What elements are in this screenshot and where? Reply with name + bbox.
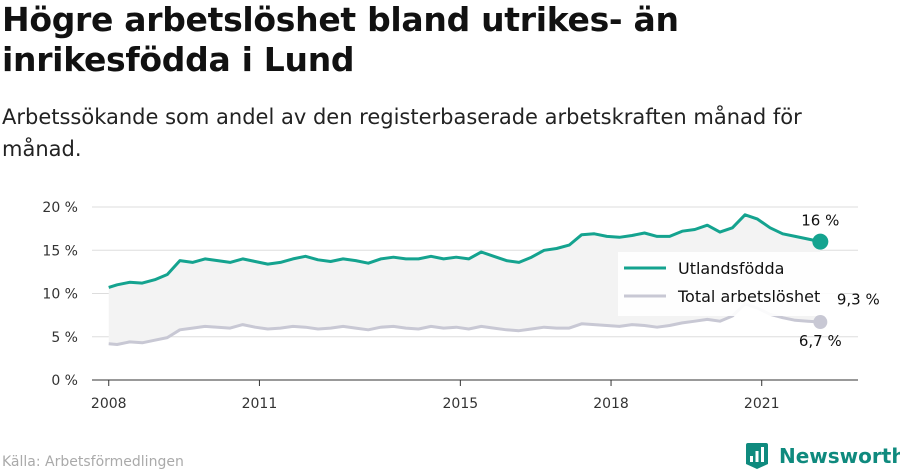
end-label-inrikesfodda: 9,3 % (837, 291, 880, 309)
y-tick-label: 5 % (51, 330, 78, 346)
x-axis: 2008 2011 2015 2018 2021 (91, 380, 780, 412)
brand-name: Newsworthy (779, 444, 900, 468)
chart-subtitle: Arbetssökande som andel av den registerb… (2, 105, 802, 161)
legend-label-total-arbetsloshet: Total arbetslöshet (677, 287, 820, 306)
y-tick-label: 20 % (42, 200, 78, 216)
source-note: Källa: Arbetsförmedlingen (2, 454, 184, 470)
y-tick-label: 0 % (51, 373, 78, 389)
series-line-utlandsfodda (108, 213, 821, 289)
x-tick-label: 2021 (744, 396, 780, 412)
x-tick-label: 2015 (443, 396, 479, 412)
chart-title: Högre arbetslöshet bland utrikes- än inr… (2, 0, 679, 79)
x-tick-label: 2011 (242, 396, 278, 412)
legend-label-utlandsfodda: Utlandsfödda (678, 259, 784, 278)
newsworthy-logo-icon (746, 443, 768, 469)
end-label-total-arbetsloshet: 6,7 % (799, 332, 842, 350)
y-tick-label: 15 % (42, 243, 78, 259)
legend: Utlandsfödda Total arbetslöshet (618, 252, 840, 316)
y-axis: 0 % 5 % 10 % 15 % 20 % (42, 200, 78, 389)
end-marker-total-arbetsloshet (813, 315, 828, 330)
line-chart: 0 %5 %10 %15 %20 % 2008 2011 2015 2018 2021 … (42, 200, 880, 412)
y-tick-label: 10 % (42, 287, 78, 303)
brand-logo-block[interactable]: Newsworthy (745, 441, 900, 471)
series-line-total-arbetsloshet (108, 302, 821, 346)
x-tick-label: 2018 (593, 396, 629, 412)
end-marker-utlandsfodda (812, 233, 829, 250)
x-tick-label: 2008 (91, 396, 127, 412)
end-label-utlandsfodda: 16 % (801, 212, 839, 230)
